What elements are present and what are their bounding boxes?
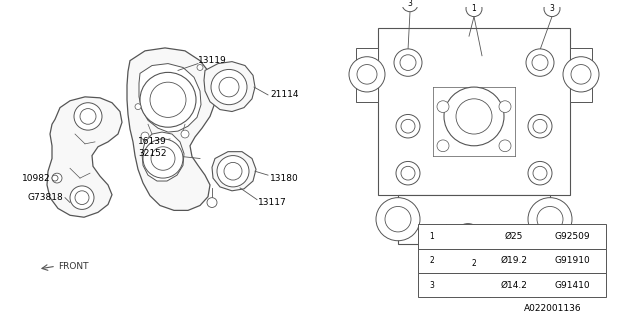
Circle shape	[466, 1, 482, 17]
Circle shape	[211, 69, 247, 105]
Circle shape	[466, 255, 482, 271]
Circle shape	[376, 198, 420, 241]
Polygon shape	[356, 48, 378, 102]
Polygon shape	[127, 48, 215, 210]
Circle shape	[394, 49, 422, 76]
Circle shape	[207, 198, 217, 207]
Polygon shape	[204, 62, 255, 112]
Text: 1: 1	[472, 4, 476, 13]
FancyBboxPatch shape	[378, 28, 570, 195]
Text: 2: 2	[429, 256, 435, 265]
Text: 10982: 10982	[22, 173, 51, 183]
Text: 21114: 21114	[270, 90, 298, 100]
Polygon shape	[139, 64, 201, 132]
Circle shape	[140, 72, 196, 127]
Circle shape	[499, 101, 511, 113]
Text: 13117: 13117	[258, 198, 287, 207]
FancyBboxPatch shape	[418, 224, 606, 249]
FancyBboxPatch shape	[418, 249, 606, 273]
Text: G91910: G91910	[554, 256, 590, 265]
Circle shape	[396, 115, 420, 138]
Circle shape	[537, 206, 563, 232]
Circle shape	[533, 166, 547, 180]
Circle shape	[437, 101, 449, 113]
FancyBboxPatch shape	[398, 195, 550, 244]
Circle shape	[75, 191, 89, 204]
Circle shape	[74, 103, 102, 130]
Circle shape	[460, 228, 476, 244]
Text: FRONT: FRONT	[58, 262, 88, 271]
Circle shape	[357, 65, 377, 84]
Text: G92509: G92509	[554, 232, 590, 241]
Circle shape	[52, 175, 58, 181]
Circle shape	[70, 186, 94, 209]
Circle shape	[400, 55, 416, 70]
Circle shape	[463, 280, 473, 290]
Circle shape	[401, 119, 415, 133]
Circle shape	[459, 276, 477, 294]
Circle shape	[349, 57, 385, 92]
Circle shape	[224, 163, 242, 180]
Circle shape	[457, 250, 479, 272]
Circle shape	[499, 140, 511, 152]
FancyBboxPatch shape	[418, 273, 606, 298]
Circle shape	[151, 147, 175, 170]
Circle shape	[217, 156, 249, 187]
Polygon shape	[570, 48, 592, 102]
Circle shape	[402, 0, 418, 12]
Text: 13119: 13119	[198, 56, 227, 65]
Circle shape	[437, 140, 449, 152]
Circle shape	[135, 104, 141, 109]
Circle shape	[533, 119, 547, 133]
Polygon shape	[47, 97, 122, 217]
Text: 2: 2	[472, 259, 476, 268]
Circle shape	[455, 224, 481, 249]
Text: 32152: 32152	[138, 149, 166, 158]
Circle shape	[219, 77, 239, 97]
Text: Ø14.2: Ø14.2	[500, 281, 527, 290]
Circle shape	[526, 49, 554, 76]
Text: G91410: G91410	[554, 281, 590, 290]
Text: 3: 3	[550, 4, 554, 13]
Circle shape	[444, 87, 504, 146]
Circle shape	[528, 115, 552, 138]
Polygon shape	[142, 132, 184, 181]
Circle shape	[571, 65, 591, 84]
Circle shape	[150, 82, 186, 117]
Circle shape	[80, 108, 96, 124]
Circle shape	[528, 162, 552, 185]
Circle shape	[197, 65, 203, 70]
Circle shape	[456, 99, 492, 134]
Text: 1: 1	[429, 232, 435, 241]
Circle shape	[425, 278, 439, 292]
Text: Ø25: Ø25	[505, 232, 523, 241]
Text: 3: 3	[429, 281, 435, 290]
Text: Ø19.2: Ø19.2	[500, 256, 527, 265]
Circle shape	[532, 55, 548, 70]
Circle shape	[401, 166, 415, 180]
Circle shape	[563, 57, 599, 92]
Circle shape	[461, 254, 475, 268]
Text: 16139: 16139	[138, 137, 167, 146]
Text: 3: 3	[408, 0, 412, 8]
Circle shape	[425, 254, 439, 268]
Circle shape	[141, 132, 149, 140]
Circle shape	[528, 198, 572, 241]
Circle shape	[425, 229, 439, 243]
Text: 13180: 13180	[270, 173, 299, 183]
Text: A022001136: A022001136	[524, 304, 582, 313]
Text: G73818: G73818	[28, 193, 64, 202]
Circle shape	[396, 162, 420, 185]
Circle shape	[143, 139, 183, 178]
Circle shape	[385, 206, 411, 232]
Circle shape	[181, 130, 189, 138]
Circle shape	[52, 173, 62, 183]
Circle shape	[544, 1, 560, 17]
Polygon shape	[212, 152, 256, 191]
